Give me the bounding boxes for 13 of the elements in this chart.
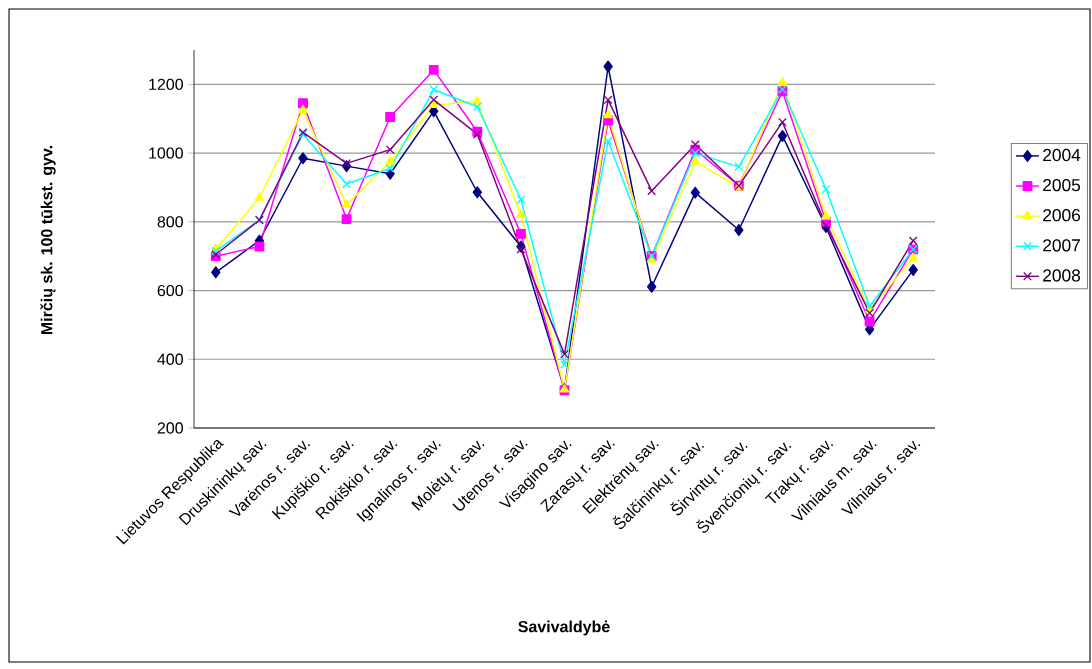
- y-tick-label: 1200: [149, 78, 183, 91]
- legend-label: 2008: [1043, 269, 1081, 282]
- legend-label: 2004: [1043, 148, 1081, 162]
- y-tick-label: 400: [157, 353, 183, 365]
- y-tick-label: 1000: [149, 147, 183, 159]
- legend-label: 2005: [1043, 178, 1081, 192]
- y-tick-label: 200: [157, 422, 183, 434]
- y-axis-title: Mirčių sk. 100 tūkst. gyv.: [40, 145, 56, 335]
- legend-label: 2007: [1043, 239, 1080, 252]
- y-tick-label: 600: [157, 284, 183, 297]
- y-tick-label: 800: [157, 216, 183, 228]
- x-axis-title: Savivaldybė: [518, 620, 610, 636]
- legend-label: 2006: [1043, 209, 1081, 222]
